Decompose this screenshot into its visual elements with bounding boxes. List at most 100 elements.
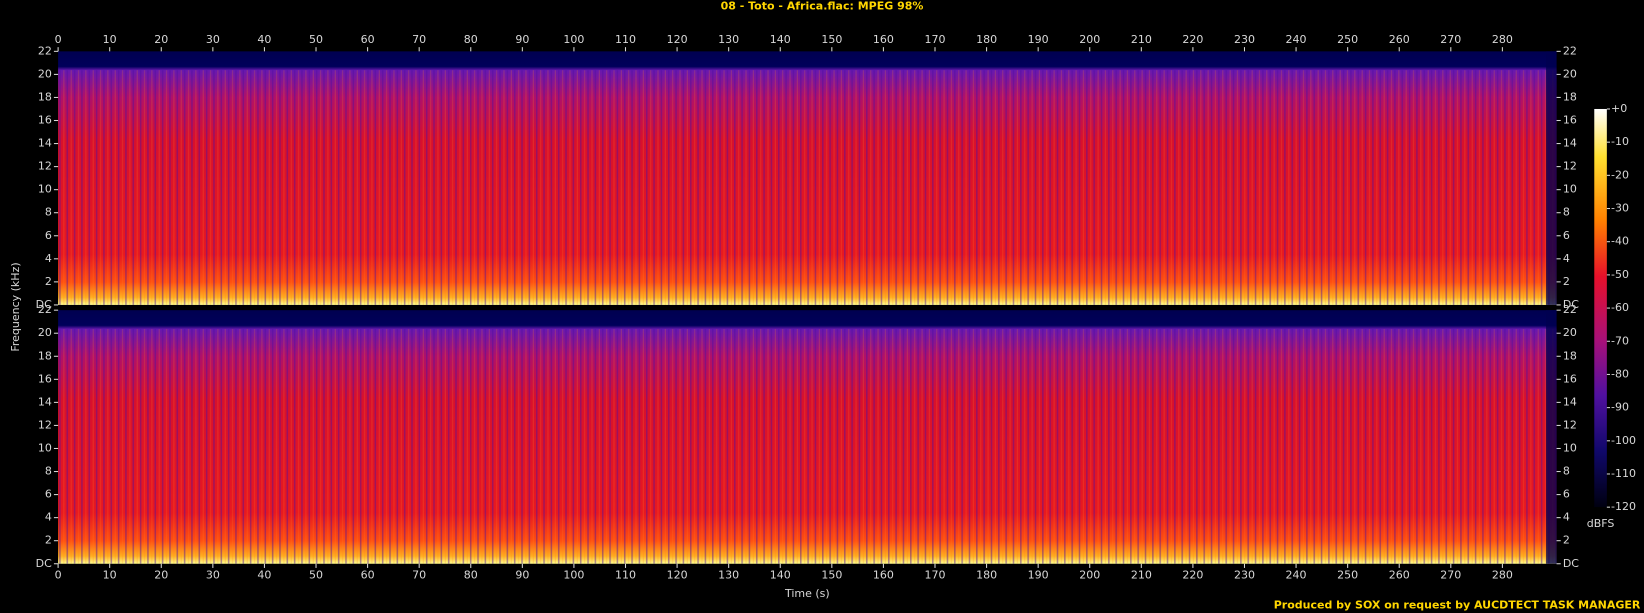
x-tick-label: 220 xyxy=(1182,33,1203,46)
y-tick-label: 18 xyxy=(38,90,52,103)
x-tick-label: 250 xyxy=(1337,33,1358,46)
y-tick-label: 18 xyxy=(1563,90,1577,103)
y-tick-label: 2 xyxy=(1563,275,1570,288)
y-tick-label: 18 xyxy=(1563,349,1577,362)
colorbar xyxy=(1594,108,1607,508)
y-tick-label: 2 xyxy=(1563,534,1570,547)
x-tick-label: 230 xyxy=(1234,568,1255,581)
x-tick-label: 280 xyxy=(1492,568,1513,581)
y-tick-label: 12 xyxy=(1563,418,1577,431)
x-tick-label: 10 xyxy=(103,33,117,46)
y-tick-label: 8 xyxy=(1563,206,1570,219)
y-tick-label: 16 xyxy=(38,372,52,385)
x-tick-label: 30 xyxy=(206,33,220,46)
y-tick-label: 6 xyxy=(1563,229,1570,242)
x-tick-label: 100 xyxy=(563,568,584,581)
y-tick-label: 4 xyxy=(1563,252,1570,265)
colorbar-tick-label: -10 xyxy=(1611,135,1629,148)
y-tick-label: 16 xyxy=(1563,372,1577,385)
y-tick-label: DC xyxy=(36,557,52,570)
y-tick-label: 10 xyxy=(38,183,52,196)
x-tick-label: 190 xyxy=(1028,33,1049,46)
x-tick-label: 120 xyxy=(667,33,688,46)
y-tick-label: 18 xyxy=(38,349,52,362)
y-tick-label: 20 xyxy=(1563,67,1577,80)
colorbar-tick-label: -90 xyxy=(1611,401,1629,414)
y-tick-label: 8 xyxy=(1563,465,1570,478)
colorbar-tick-label: +0 xyxy=(1611,102,1627,115)
y-tick-label: 22 xyxy=(38,303,52,316)
spectrogram-tail xyxy=(1546,310,1557,564)
x-tick-label: 90 xyxy=(515,33,529,46)
y-tick-label: 4 xyxy=(1563,511,1570,524)
x-tick-label: 60 xyxy=(361,33,375,46)
x-tick-label: 170 xyxy=(924,33,945,46)
x-tick-label: 140 xyxy=(770,33,791,46)
x-tick-label: 110 xyxy=(615,568,636,581)
colorbar-tick-label: -30 xyxy=(1611,202,1629,215)
y-tick-label: 14 xyxy=(38,395,52,408)
y-tick-label: DC xyxy=(1563,557,1579,570)
spectrogram-tail xyxy=(1546,51,1557,305)
colorbar-tick-label: -120 xyxy=(1611,500,1636,513)
spectrogram-texture xyxy=(58,329,1557,564)
y-tick-label: 20 xyxy=(38,326,52,339)
y-tick-label: 4 xyxy=(45,252,52,265)
x-tick-label: 70 xyxy=(412,568,426,581)
y-tick-label: 12 xyxy=(1563,160,1577,173)
x-tick-label: 80 xyxy=(464,33,478,46)
y-tick-label: 4 xyxy=(45,511,52,524)
x-tick-label: 230 xyxy=(1234,33,1255,46)
x-tick-label: 80 xyxy=(464,568,478,581)
colorbar-tick-label: -20 xyxy=(1611,168,1629,181)
colorbar-tick-label: -80 xyxy=(1611,367,1629,380)
x-tick-label: 40 xyxy=(257,568,271,581)
colorbar-tick-label: -60 xyxy=(1611,301,1629,314)
y-tick-label: 14 xyxy=(1563,395,1577,408)
x-tick-label: 150 xyxy=(821,33,842,46)
y-tick-label: 14 xyxy=(38,137,52,150)
x-tick-label: 110 xyxy=(615,33,636,46)
x-tick-label: 250 xyxy=(1337,568,1358,581)
y-tick-label: 8 xyxy=(45,465,52,478)
x-tick-label: 190 xyxy=(1028,568,1049,581)
x-tick-label: 130 xyxy=(718,33,739,46)
y-tick-label: 8 xyxy=(45,206,52,219)
colorbar-tick-label: -40 xyxy=(1611,235,1629,248)
x-tick-label: 240 xyxy=(1286,33,1307,46)
y-tick-label: 16 xyxy=(38,114,52,127)
x-tick-label: 170 xyxy=(924,568,945,581)
x-tick-label: 10 xyxy=(103,568,117,581)
x-tick-label: 60 xyxy=(361,568,375,581)
x-tick-label: 50 xyxy=(309,33,323,46)
y-tick-label: 16 xyxy=(1563,114,1577,127)
y-tick-label: 2 xyxy=(45,534,52,547)
x-tick-label: 40 xyxy=(257,33,271,46)
x-tick-label: 200 xyxy=(1079,33,1100,46)
x-tick-label: 270 xyxy=(1440,568,1461,581)
x-tick-label: 210 xyxy=(1131,33,1152,46)
y-tick-label: 6 xyxy=(45,229,52,242)
chart-title: 08 - Toto - Africa.flac: MPEG 98% xyxy=(721,0,924,12)
x-tick-label: 130 xyxy=(718,568,739,581)
x-tick-label: 160 xyxy=(873,568,894,581)
footer: Produced by SOX on request by AUCDTECT T… xyxy=(1274,599,1641,612)
y-tick-label: 2 xyxy=(45,275,52,288)
x-tick-label: 0 xyxy=(55,33,62,46)
y-tick-label: 12 xyxy=(38,160,52,173)
x-tick-label: 160 xyxy=(873,33,894,46)
x-tick-label: 240 xyxy=(1286,568,1307,581)
x-tick-label: 120 xyxy=(667,568,688,581)
x-tick-label: 150 xyxy=(821,568,842,581)
x-tick-label: 280 xyxy=(1492,33,1513,46)
x-tick-label: 180 xyxy=(976,33,997,46)
y-tick-label: 6 xyxy=(1563,488,1570,501)
x-tick-label: 20 xyxy=(154,33,168,46)
y-tick-label: 10 xyxy=(1563,441,1577,454)
y-tick-label: 6 xyxy=(45,488,52,501)
x-tick-label: 200 xyxy=(1079,568,1100,581)
colorbar-tick-label: -70 xyxy=(1611,334,1629,347)
x-tick-label: 210 xyxy=(1131,568,1152,581)
y-tick-label: 10 xyxy=(1563,183,1577,196)
